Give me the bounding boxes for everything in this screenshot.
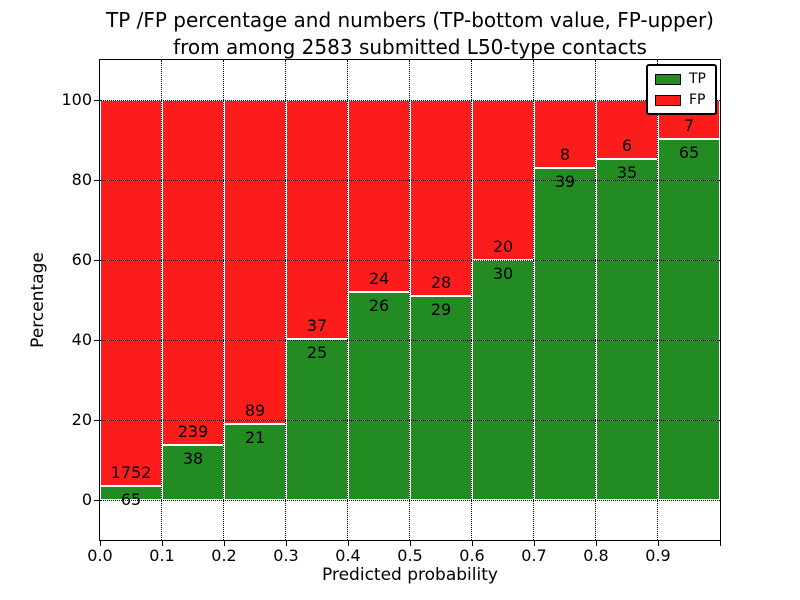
bar-segment-tp xyxy=(534,168,596,500)
bar-segment-tp xyxy=(162,445,224,500)
x-tick-label: 0.9 xyxy=(645,546,671,565)
bar-value-fp: 24 xyxy=(368,269,390,288)
bar-segment-fp xyxy=(286,100,348,339)
x-tick-label: 0.4 xyxy=(335,546,361,565)
bar-value-tp: 39 xyxy=(554,172,576,192)
bar-value-tp: 26 xyxy=(368,296,390,315)
y-tick-label: 100 xyxy=(61,90,92,109)
legend-entry: FP xyxy=(655,92,706,108)
bar-segment-fp xyxy=(410,100,472,297)
bar-value-fp: 28 xyxy=(430,273,452,293)
horizontal-gridline xyxy=(100,340,720,341)
horizontal-gridline xyxy=(100,500,720,501)
x-axis-tick xyxy=(286,541,287,546)
bar-value-tp: 30 xyxy=(492,264,514,283)
x-axis-tick xyxy=(596,541,597,546)
bar-value-fp: 239 xyxy=(177,422,209,442)
legend: TP FP xyxy=(646,64,717,115)
y-tick-label: 60 xyxy=(71,250,92,269)
bar-value-tp: 65 xyxy=(678,142,700,162)
vertical-gridline xyxy=(285,60,286,540)
y-tick-label: 80 xyxy=(71,170,92,189)
bar-segment-fp xyxy=(534,100,596,169)
x-axis-tick xyxy=(472,541,473,546)
chart-title-line2: from among 2583 submitted L50-type conta… xyxy=(173,35,647,59)
x-axis-tick xyxy=(224,541,225,546)
x-axis-tick xyxy=(534,541,535,546)
bar-value-tp: 65 xyxy=(120,489,142,509)
bar-value-fp: 7 xyxy=(683,115,695,135)
bar-segment-tp xyxy=(410,296,472,500)
x-axis-tick xyxy=(348,541,349,546)
bar-value-fp: 37 xyxy=(306,315,328,335)
bar-value-fp: 6 xyxy=(621,135,633,155)
plot-area: 1752 65 239 38 89 21 37 25 24 26 28 29 20 30 8 39 6 35 7 65 xyxy=(99,59,721,541)
bar-value-fp: 20 xyxy=(492,237,514,256)
x-tick-label: 0.8 xyxy=(583,546,609,565)
bar-segment-tp xyxy=(472,260,534,500)
x-tick-label: 0.6 xyxy=(459,546,485,565)
x-axis-tick xyxy=(162,541,163,546)
bar-segment-tp xyxy=(658,138,720,500)
vertical-gridline xyxy=(595,60,596,540)
bar-value-fp: 89 xyxy=(244,400,266,420)
chart-title: TP /FP percentage and numbers (TP-bottom… xyxy=(10,7,800,61)
y-axis-tick xyxy=(94,500,99,501)
x-axis-tick xyxy=(658,541,659,546)
bar-segment-fp xyxy=(162,100,224,446)
vertical-gridline xyxy=(347,60,348,540)
vertical-gridline xyxy=(657,60,658,540)
bar-segment-tp xyxy=(596,158,658,500)
vertical-gridline xyxy=(533,60,534,540)
bar-segment-fp xyxy=(348,100,410,292)
x-tick-label: 0.5 xyxy=(397,546,423,565)
legend-label: FP xyxy=(689,92,706,108)
vertical-gridline xyxy=(409,60,410,540)
bar-segment-tp xyxy=(224,423,286,500)
vertical-gridline xyxy=(223,60,224,540)
bar-value-tp: 21 xyxy=(244,427,266,447)
bar-value-tp: 35 xyxy=(616,162,638,182)
horizontal-gridline xyxy=(100,260,720,261)
bar-value-tp: 38 xyxy=(182,449,204,469)
x-axis-label: Predicted probability xyxy=(322,565,498,585)
x-axis-tick xyxy=(100,541,101,546)
bar-value-tp: 25 xyxy=(306,342,328,362)
horizontal-gridline xyxy=(100,100,720,101)
x-tick-label: 0.7 xyxy=(521,546,547,565)
horizontal-gridline xyxy=(100,420,720,421)
x-tick-label: 0.2 xyxy=(211,546,237,565)
x-axis-tick xyxy=(410,541,411,546)
x-tick-label: 0.3 xyxy=(273,546,299,565)
vertical-gridline xyxy=(161,60,162,540)
y-axis-tick xyxy=(94,340,99,341)
y-axis-tick xyxy=(94,100,99,101)
y-axis-tick xyxy=(94,260,99,261)
vertical-gridline xyxy=(471,60,472,540)
y-tick-label: 20 xyxy=(71,410,92,429)
y-axis-tick xyxy=(94,180,99,181)
bar-segment-fp xyxy=(100,100,162,486)
legend-swatch-tp xyxy=(655,73,681,85)
x-tick-label: 0.1 xyxy=(149,546,175,565)
bar-segment-tp xyxy=(348,292,410,500)
legend-entry: TP xyxy=(655,71,706,87)
bar-value-fp: 8 xyxy=(559,145,571,165)
bar-segment-tp xyxy=(286,338,348,500)
bar-segment-fp xyxy=(224,100,286,424)
y-axis-tick xyxy=(94,420,99,421)
x-tick-label: 0.0 xyxy=(87,546,113,565)
legend-label: TP xyxy=(689,71,706,87)
legend-swatch-fp xyxy=(655,94,681,106)
x-axis-tick xyxy=(720,541,721,546)
bar-value-fp: 1752 xyxy=(110,462,152,482)
horizontal-gridline xyxy=(100,180,720,181)
bar-value-tp: 29 xyxy=(430,300,452,320)
chart-title-line1: TP /FP percentage and numbers (TP-bottom… xyxy=(106,8,714,32)
y-tick-label: 40 xyxy=(71,330,92,349)
y-tick-label: 0 xyxy=(81,490,92,509)
